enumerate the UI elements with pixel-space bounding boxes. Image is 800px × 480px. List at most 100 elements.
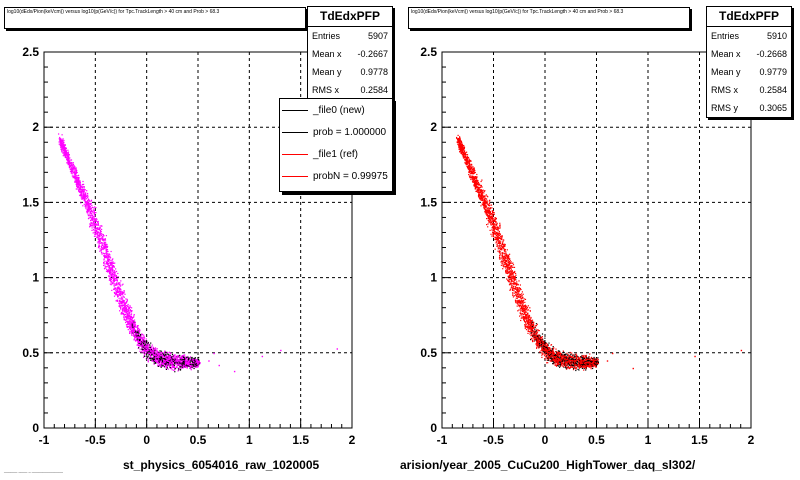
scatter-point xyxy=(71,162,73,164)
scatter-point xyxy=(59,138,61,140)
scatter-point xyxy=(187,361,189,363)
scatter-point xyxy=(506,278,508,280)
scatter-point xyxy=(489,214,491,216)
scatter-point xyxy=(112,266,114,268)
scatter-point xyxy=(581,358,583,360)
scatter-point xyxy=(64,144,66,146)
scatter-point xyxy=(156,351,158,353)
scatter-point xyxy=(531,339,534,342)
scatter-point xyxy=(129,318,131,320)
scatter-point xyxy=(187,356,189,358)
scatter-point xyxy=(80,194,82,196)
scatter-point xyxy=(196,365,198,368)
scatter-point xyxy=(149,351,151,353)
scatter-point xyxy=(106,243,108,246)
scatter-point xyxy=(109,277,111,279)
scatter-point xyxy=(136,328,139,330)
scatter-point xyxy=(85,208,87,210)
scatter-point xyxy=(526,313,528,315)
scatter-point xyxy=(151,352,154,354)
scatter-point xyxy=(482,189,484,191)
scatter-point xyxy=(143,337,146,339)
stats-row: Mean x -0.2667 xyxy=(312,49,388,59)
scatter-point xyxy=(143,336,145,338)
scatter-point xyxy=(157,360,159,362)
scatter-point xyxy=(153,355,155,357)
scatter-point xyxy=(71,161,73,164)
scatter-point xyxy=(136,326,139,328)
scatter-point xyxy=(126,298,128,300)
scatter-point xyxy=(115,300,117,302)
scatter-point xyxy=(89,217,92,219)
scatter-point xyxy=(76,179,78,181)
scatter-point xyxy=(138,332,140,334)
scatter-point xyxy=(155,352,157,355)
scatter-point xyxy=(165,367,167,369)
scatter-point xyxy=(61,134,63,136)
scatter-point xyxy=(158,361,160,363)
scatter-point xyxy=(154,347,157,349)
scatter-point xyxy=(97,247,100,249)
scatter-point xyxy=(67,158,69,161)
scatter-point xyxy=(98,227,100,229)
scatter-point xyxy=(111,289,113,291)
scatter-point xyxy=(143,340,145,342)
scatter-point xyxy=(109,279,111,281)
scatter-point xyxy=(194,359,196,361)
scatter-point xyxy=(59,142,61,144)
scatter-point xyxy=(561,365,563,367)
scatter-point xyxy=(137,343,139,346)
scatter-point xyxy=(131,310,133,312)
scatter-point xyxy=(113,278,115,281)
scatter-point xyxy=(490,204,493,206)
scatter-point xyxy=(118,287,120,289)
scatter-point xyxy=(476,176,478,178)
scatter-point xyxy=(108,272,111,275)
scatter-point xyxy=(589,353,591,355)
scatter-point xyxy=(80,189,82,191)
scatter-point xyxy=(141,349,143,351)
scatter-point xyxy=(96,231,98,233)
scatter-point xyxy=(127,317,129,320)
scatter-point xyxy=(496,222,498,224)
scatter-point xyxy=(462,157,465,159)
scatter-point xyxy=(143,352,145,354)
scatter-point xyxy=(74,170,76,172)
scatter-point xyxy=(175,360,177,362)
scatter-point xyxy=(120,306,122,308)
scatter-point xyxy=(519,306,521,308)
scatter-point xyxy=(82,194,84,196)
scatter-point xyxy=(133,319,136,321)
scatter-point xyxy=(138,331,141,333)
scatter-point xyxy=(537,346,539,348)
scatter-point xyxy=(184,364,186,366)
scatter-point xyxy=(126,305,129,307)
scatter-point xyxy=(72,163,75,165)
x-tick-label: 1.5 xyxy=(691,433,708,447)
scatter-point xyxy=(521,298,523,300)
scatter-point xyxy=(102,242,104,244)
scatter-point xyxy=(180,362,182,364)
scatter-point xyxy=(72,177,74,179)
scatter-point xyxy=(100,238,102,240)
scatter-point xyxy=(158,353,160,355)
scatter-point xyxy=(101,243,103,245)
scatter-point xyxy=(62,145,64,147)
scatter-point xyxy=(70,162,72,164)
scatter-point xyxy=(105,245,107,248)
scatter-point xyxy=(190,368,192,370)
scatter-point xyxy=(490,213,492,215)
scatter-point xyxy=(119,291,121,293)
scatter-point xyxy=(179,368,182,370)
scatter-point xyxy=(145,338,147,340)
scatter-point xyxy=(526,326,528,328)
scatter-point xyxy=(78,183,81,185)
scatter-point xyxy=(63,141,65,144)
scatter-point xyxy=(90,207,92,209)
scatter-point xyxy=(568,356,570,358)
scatter-point xyxy=(114,262,116,264)
scatter-point xyxy=(67,149,69,151)
scatter-point xyxy=(82,205,84,207)
scatter-point xyxy=(118,282,120,284)
scatter-point xyxy=(64,147,66,149)
